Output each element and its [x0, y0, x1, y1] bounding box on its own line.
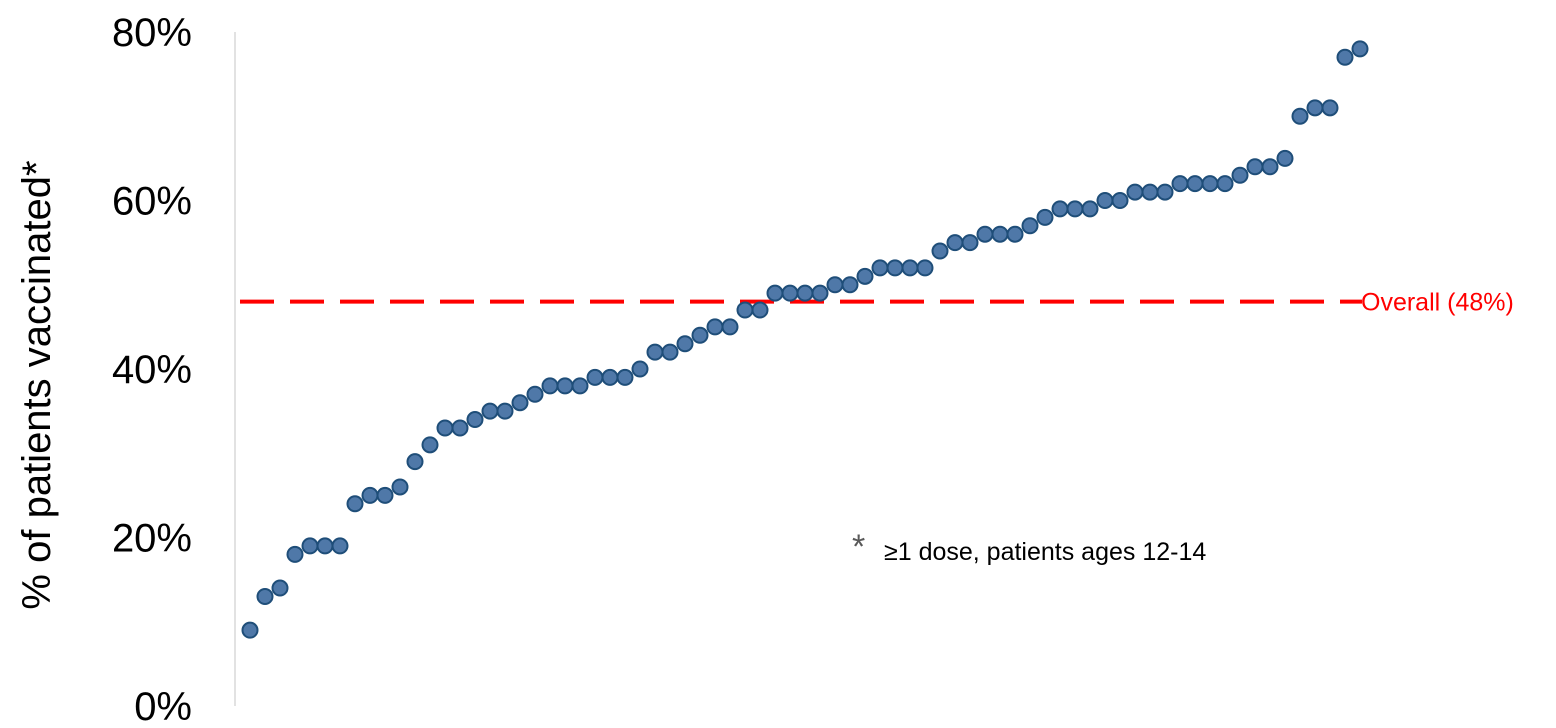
data-point [616, 368, 634, 386]
data-point [556, 377, 574, 395]
data-point [946, 234, 964, 252]
data-points [241, 40, 1369, 639]
data-point [256, 587, 274, 605]
y-tick-label: 60% [112, 180, 192, 224]
data-point [1216, 175, 1234, 193]
data-point [1006, 225, 1024, 243]
data-point [1291, 107, 1309, 125]
data-point [841, 276, 859, 294]
data-point [481, 402, 499, 420]
data-point [496, 402, 514, 420]
data-point [586, 368, 604, 386]
footnote-marker: * [852, 528, 865, 566]
data-point [421, 436, 439, 454]
data-point [601, 368, 619, 386]
data-point [541, 377, 559, 395]
data-point [826, 276, 844, 294]
data-point [511, 394, 529, 412]
y-tick-label: 80% [112, 11, 192, 55]
data-point [391, 478, 409, 496]
data-point [721, 318, 739, 336]
data-point [1351, 40, 1369, 58]
data-point [1096, 192, 1114, 209]
data-point [796, 284, 814, 302]
data-point [886, 259, 904, 277]
data-point [1036, 208, 1054, 226]
data-point [1336, 48, 1354, 66]
data-point [1066, 200, 1084, 218]
data-point [811, 284, 829, 302]
data-point [751, 301, 769, 319]
data-point [736, 301, 754, 319]
data-point [916, 259, 934, 277]
data-point [346, 495, 364, 513]
data-point [1306, 99, 1324, 117]
data-point [526, 385, 544, 403]
data-point [376, 486, 394, 504]
data-point [871, 259, 889, 277]
y-tick-label: 0% [134, 685, 192, 723]
y-tick-label: 20% [112, 517, 192, 561]
data-point [961, 234, 979, 252]
y-tick-labels: 0% 20% 40% 60% 80% [112, 11, 192, 728]
overall-reference: Overall (48%) [240, 289, 1514, 317]
data-point [976, 225, 994, 243]
y-axis-title: % of patients vaccinated* [15, 160, 59, 609]
data-point [781, 284, 799, 302]
footnote-text: ≥1 dose, patients ages 12-14 [884, 538, 1206, 566]
y-tick-label: 40% [112, 348, 192, 392]
data-point [451, 419, 469, 437]
data-point [676, 335, 694, 353]
data-point [1261, 158, 1279, 176]
data-point [1231, 166, 1249, 184]
data-point [436, 419, 454, 437]
data-point [856, 267, 874, 285]
data-point [1081, 200, 1099, 218]
data-point [286, 545, 304, 563]
data-point [331, 537, 349, 555]
data-point [901, 259, 919, 277]
data-point [1201, 175, 1219, 193]
data-point [1111, 192, 1129, 209]
data-point [301, 537, 319, 555]
data-point [991, 225, 1009, 243]
data-point [1276, 149, 1294, 167]
data-point [766, 284, 784, 302]
data-point [1126, 183, 1144, 201]
data-point [646, 343, 664, 361]
data-point [931, 242, 949, 260]
data-point [361, 486, 379, 504]
data-point [1321, 99, 1339, 117]
data-point [571, 377, 589, 395]
data-point [241, 621, 259, 639]
data-point [661, 343, 679, 361]
data-point [1246, 158, 1264, 176]
data-point [406, 453, 424, 471]
data-point [466, 411, 484, 429]
data-point [1186, 175, 1204, 193]
data-point [631, 360, 649, 378]
data-point [271, 579, 289, 597]
data-point [691, 326, 709, 344]
data-point [706, 318, 724, 336]
data-point [1021, 217, 1039, 235]
data-point [1051, 200, 1069, 218]
data-point [1171, 175, 1189, 193]
data-point [1141, 183, 1159, 201]
data-point [316, 537, 334, 555]
overall-reference-label: Overall (48%) [1361, 289, 1514, 317]
data-point [1156, 183, 1174, 201]
